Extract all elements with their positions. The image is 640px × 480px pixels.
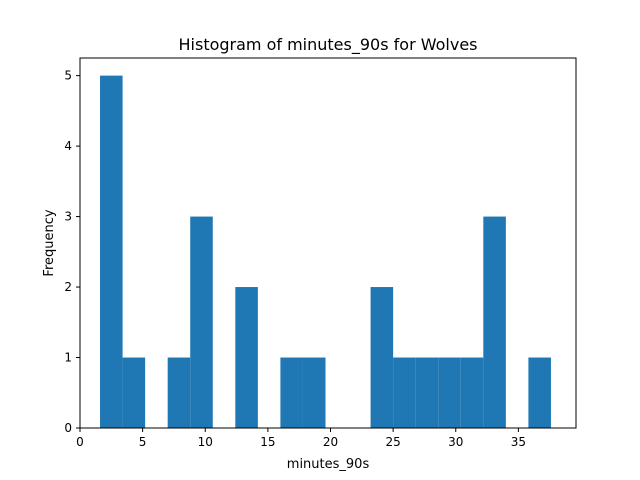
x-tick-label: 35 xyxy=(511,435,526,449)
histogram-bar xyxy=(370,287,394,428)
histogram-bar xyxy=(122,357,146,428)
histogram-bar xyxy=(280,357,303,428)
histogram-bar xyxy=(190,216,213,428)
histogram-bar xyxy=(302,357,326,428)
y-tick-label: 2 xyxy=(64,280,72,294)
histogram-bar xyxy=(415,357,439,428)
x-tick-label: 0 xyxy=(76,435,84,449)
histogram-bar xyxy=(393,357,416,428)
y-tick-label: 5 xyxy=(64,69,72,83)
x-tick-label: 20 xyxy=(323,435,338,449)
histogram-bar xyxy=(235,287,258,428)
x-tick-label: 25 xyxy=(385,435,400,449)
bars-group xyxy=(100,75,551,428)
y-axis-ticks: 0 1 2 3 4 5 xyxy=(64,69,80,435)
x-tick-label: 10 xyxy=(198,435,213,449)
histogram-bar xyxy=(167,357,191,428)
histogram-bar xyxy=(438,357,461,428)
x-tick-label: 30 xyxy=(448,435,463,449)
x-axis-ticks: 0 5 10 15 20 25 30 35 xyxy=(76,428,526,449)
histogram-bar xyxy=(528,357,551,428)
y-tick-label: 0 xyxy=(64,421,72,435)
y-tick-label: 4 xyxy=(64,139,72,153)
x-tick-label: 15 xyxy=(260,435,275,449)
histogram-bar xyxy=(483,216,506,428)
x-tick-label: 5 xyxy=(139,435,147,449)
chart-title: Histogram of minutes_90s for Wolves xyxy=(179,35,478,55)
histogram-bar xyxy=(100,75,123,428)
plot-frame xyxy=(79,57,577,429)
y-axis-label: Frequency xyxy=(42,209,57,276)
x-axis-label: minutes_90s xyxy=(287,457,370,472)
y-tick-label: 3 xyxy=(64,210,72,224)
histogram-bar xyxy=(460,357,484,428)
y-tick-label: 1 xyxy=(64,351,72,365)
